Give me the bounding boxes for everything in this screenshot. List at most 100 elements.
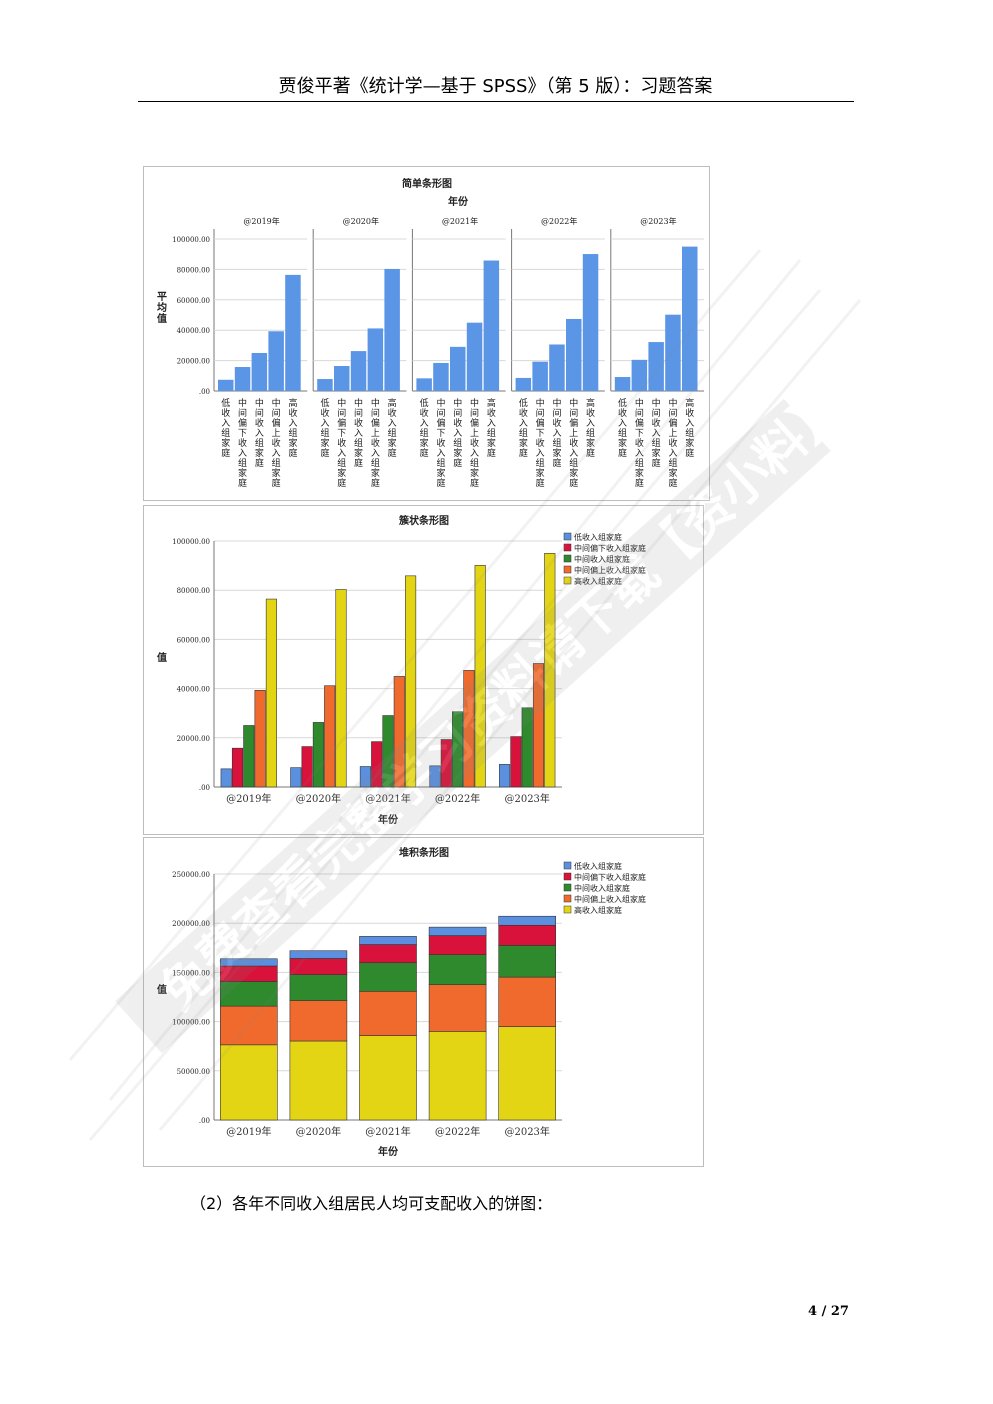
x-tick-label-char: 家 — [470, 467, 479, 479]
y-tick-label: 20000.00 — [177, 358, 210, 366]
legend-swatch — [563, 565, 572, 574]
x-tick-label-char: 偏 — [635, 417, 644, 429]
bar — [463, 670, 475, 788]
bar — [234, 367, 251, 391]
bar — [335, 589, 347, 788]
x-tick-label-char: 家 — [453, 447, 462, 459]
y-tick-label: 40000.00 — [177, 686, 210, 694]
x-tick-label-char: 家 — [221, 437, 230, 449]
x-tick-label-char: 家 — [354, 447, 363, 459]
x-tick-label-char: 入 — [288, 418, 297, 429]
x-tick-label-char: 组 — [552, 437, 561, 449]
bar — [515, 377, 532, 391]
x-tick-label-char: 入 — [238, 448, 247, 459]
bar-segment — [428, 954, 487, 985]
x-tick-label-char: 偏 — [337, 417, 346, 429]
x-tick-label: @2021年 — [365, 792, 410, 805]
x-tick-label-char: 家 — [552, 447, 561, 459]
x-tick-label: @2019年 — [226, 792, 271, 805]
x-tick-label-char: 间 — [238, 407, 247, 419]
x-tick-label-char: 入 — [569, 448, 578, 459]
x-tick-label-char: 中 — [652, 397, 661, 409]
x-tick-label: 中间偏下收入组家庭 — [436, 397, 445, 489]
x-tick-label-char: 入 — [668, 448, 677, 459]
bar — [631, 359, 648, 391]
x-tick-label-char: 庭 — [221, 447, 230, 459]
x-tick-label-char: 庭 — [519, 447, 528, 459]
legend-label: 中间偏下收入组家庭 — [574, 543, 646, 553]
chart-title: 簇状条形图 — [398, 514, 449, 527]
x-tick-label-char: 低 — [618, 397, 627, 409]
y-axis-label: 值 — [157, 983, 167, 996]
x-tick-label-char: 间 — [635, 407, 644, 419]
x-tick-label-char: 组 — [652, 437, 661, 449]
bar-segment — [359, 944, 417, 964]
bar-segment — [428, 984, 487, 1032]
x-tick-label-char: 组 — [668, 457, 677, 469]
x-tick-label-char: 组 — [685, 427, 694, 439]
x-tick-label-char: 收 — [586, 407, 595, 419]
page-header: 贾俊平著《统计学—基于 SPSS》（第 5 版）：习题答案 — [278, 76, 713, 97]
legend-swatch — [563, 543, 572, 552]
x-tick-label-char: 中 — [337, 397, 346, 409]
x-tick-label-char: 家 — [668, 467, 677, 479]
x-tick-label-char: 收 — [536, 437, 545, 449]
x-tick-label: @2023年 — [504, 1125, 549, 1138]
bar — [648, 342, 664, 391]
x-tick-label: @2022年 — [435, 792, 480, 805]
panel-label: @2023年 — [640, 216, 676, 226]
x-tick-label: @2019年 — [226, 1125, 271, 1138]
x-tick-label: 中间偏下收入组家庭 — [536, 397, 545, 489]
x-tick-label-char: 收 — [668, 437, 677, 449]
y-tick-label: 100000.00 — [172, 236, 210, 244]
x-tick-label-char: 收 — [487, 407, 496, 419]
bar-segment — [289, 1000, 348, 1042]
y-tick-label: 20000.00 — [177, 735, 210, 743]
legend-label: 中间收入组家庭 — [574, 883, 630, 893]
bar — [405, 575, 417, 788]
x-tick-label-char: 中 — [536, 397, 545, 409]
y-tick-label: .00 — [199, 784, 210, 792]
x-tick-label-char: 中 — [436, 397, 445, 409]
y-tick-label: 200000.00 — [172, 920, 210, 928]
x-tick-label-char: 下 — [635, 429, 644, 439]
x-tick-label-char: 低 — [320, 397, 329, 409]
x-tick-label-char: 低 — [519, 397, 528, 409]
x-tick-label-char: 中 — [453, 397, 462, 409]
x-tick-label: 高收入组家庭 — [388, 397, 397, 459]
x-tick-label-char: 间 — [354, 407, 363, 419]
x-tick-label: 中间收入组家庭 — [652, 397, 661, 469]
x-tick-label-char: 庭 — [288, 447, 297, 459]
x-tick-label-char: 低 — [221, 397, 230, 409]
x-tick-label-char: 家 — [288, 437, 297, 449]
x-tick-label-char: 庭 — [238, 477, 247, 489]
legend-label: 中间偏下收入组家庭 — [574, 872, 646, 882]
x-tick-label-char: 高 — [288, 397, 297, 409]
bar — [544, 552, 556, 788]
y-tick-label: 250000.00 — [172, 871, 210, 879]
bar-segment — [498, 976, 557, 1027]
x-tick-label-char: 中 — [272, 397, 281, 409]
bar — [450, 346, 466, 391]
x-tick-label-char: 上 — [668, 428, 677, 439]
x-tick-label-char: 收 — [272, 437, 281, 449]
x-tick-label-char: 入 — [652, 428, 661, 439]
question-text: （2）各年不同收入组居民人均可支配收入的饼图： — [190, 1194, 553, 1213]
bar — [285, 274, 301, 391]
bar — [521, 707, 533, 788]
x-tick-label-char: 庭 — [255, 457, 264, 469]
x-tick-label-char: 家 — [238, 467, 247, 479]
x-tick-label-char: 入 — [618, 418, 627, 429]
bar-segment — [359, 1035, 417, 1121]
x-tick-label-char: 上 — [272, 428, 281, 439]
legend-swatch — [563, 883, 572, 892]
x-tick-label-char: 庭 — [618, 447, 627, 459]
legend-swatch — [563, 861, 572, 870]
bar — [549, 344, 565, 391]
bar-segment — [359, 936, 417, 945]
x-tick-label-char: 入 — [420, 418, 429, 429]
x-tick-label: 低收入组家庭 — [519, 397, 528, 459]
x-tick-label-char: 组 — [536, 457, 545, 469]
